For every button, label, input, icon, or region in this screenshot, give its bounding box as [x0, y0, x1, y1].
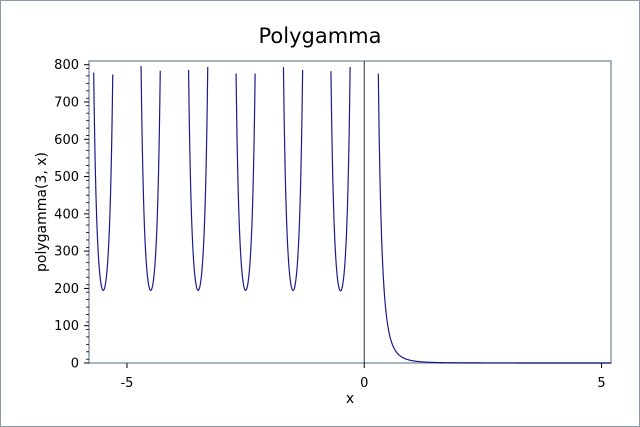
- y-tick-label: 100: [54, 319, 79, 334]
- y-tick-label: 400: [54, 207, 79, 222]
- series-line-segment: [140, 66, 161, 291]
- y-axis-label: polygamma(3, x): [34, 152, 50, 272]
- chart-title: Polygamma: [258, 24, 381, 48]
- x-axis: -5 0 5: [120, 363, 606, 391]
- series-line-segment: [93, 72, 114, 291]
- x-tick-label: -5: [120, 376, 133, 391]
- series-line-segment: [187, 67, 209, 291]
- series-line-segment: [377, 73, 611, 364]
- series-line-segment: [235, 73, 256, 291]
- y-tick-label: 500: [54, 170, 79, 185]
- series-polygamma: [93, 66, 611, 364]
- y-axis: 0 100 200 300 400 500 600 700 800: [54, 58, 89, 372]
- x-tick-label: 0: [360, 376, 368, 391]
- series-line-segment: [330, 66, 351, 292]
- series-line-segment: [282, 67, 304, 292]
- y-tick-label: 800: [54, 58, 79, 73]
- y-tick-label: 300: [54, 245, 79, 260]
- y-tick-label: 200: [54, 282, 79, 297]
- x-axis-label: x: [346, 391, 354, 407]
- y-tick-label: 0: [71, 357, 79, 372]
- y-tick-label: 600: [54, 133, 79, 148]
- x-tick-label: 5: [597, 376, 605, 391]
- y-tick-label: 700: [54, 96, 79, 111]
